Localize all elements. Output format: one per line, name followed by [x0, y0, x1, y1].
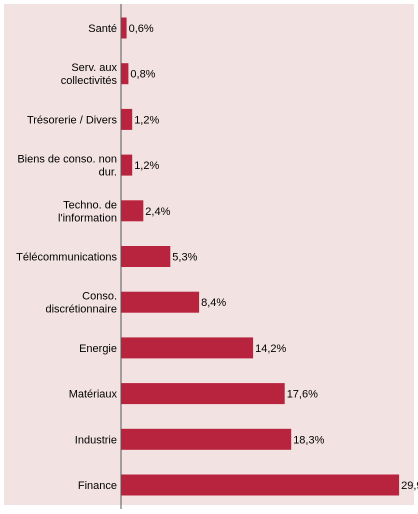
category-label-7: Energie — [79, 343, 117, 355]
value-label-2: 1,2% — [134, 114, 159, 126]
category-label-line: collectivités — [61, 75, 118, 87]
category-label-line: Techno. de — [63, 199, 117, 211]
value-label-9: 18,3% — [293, 434, 324, 446]
category-label-line: Serv. aux — [71, 62, 117, 74]
category-label-0: Santé — [88, 23, 117, 35]
bar-4 — [121, 200, 144, 222]
category-label-line: Conso. — [82, 291, 117, 303]
bar-10 — [121, 474, 400, 496]
bar-8 — [121, 383, 285, 405]
category-label-line: Trésorerie / Divers — [27, 114, 118, 126]
value-label-6: 8,4% — [201, 297, 226, 309]
value-label-10: 29,9% — [401, 480, 418, 492]
labels-layer: 0,6% Santé 0,8% Serv. aux collectivités 1,2% T… — [16, 23, 418, 492]
bar-2 — [121, 108, 133, 130]
bar-9 — [121, 428, 292, 450]
category-label-line: discrétionnaire — [45, 304, 117, 316]
bar-6 — [121, 291, 200, 313]
category-label-5: Télécommunications — [16, 252, 117, 264]
category-label-line: Biens de conso. non — [17, 154, 117, 166]
value-label-5: 5,3% — [172, 252, 197, 264]
bar-7 — [121, 337, 254, 359]
category-label-8: Matériaux — [69, 389, 118, 401]
value-label-7: 14,2% — [255, 343, 286, 355]
category-label-line: dur. — [99, 167, 117, 179]
category-label-line: Santé — [88, 23, 117, 35]
value-label-3: 1,2% — [134, 160, 159, 172]
bars-layer — [121, 17, 400, 496]
category-label-9: Industrie — [75, 434, 117, 446]
chart-background — [4, 4, 414, 505]
bar-0 — [121, 17, 127, 39]
category-label-line: Finance — [78, 480, 117, 492]
category-label-4: Techno. de l'information — [58, 199, 117, 224]
category-label-line: Energie — [79, 343, 117, 355]
bar-1 — [121, 63, 129, 85]
value-label-8: 17,6% — [287, 389, 318, 401]
value-label-0: 0,6% — [129, 23, 154, 35]
value-label-1: 0,8% — [130, 69, 155, 81]
category-label-line: Industrie — [75, 434, 117, 446]
bar-5 — [121, 246, 171, 267]
category-label-2: Trésorerie / Divers — [27, 114, 118, 126]
bar-3 — [121, 154, 133, 176]
category-label-10: Finance — [78, 480, 117, 492]
category-label-line: Matériaux — [69, 389, 118, 401]
value-label-4: 2,4% — [145, 206, 170, 218]
category-label-6: Conso. discrétionnaire — [45, 291, 117, 316]
category-label-3: Biens de conso. non dur. — [17, 154, 117, 179]
category-label-1: Serv. aux collectivités — [61, 62, 118, 87]
category-label-line: l'information — [58, 212, 117, 224]
category-label-line: Télécommunications — [16, 252, 117, 264]
